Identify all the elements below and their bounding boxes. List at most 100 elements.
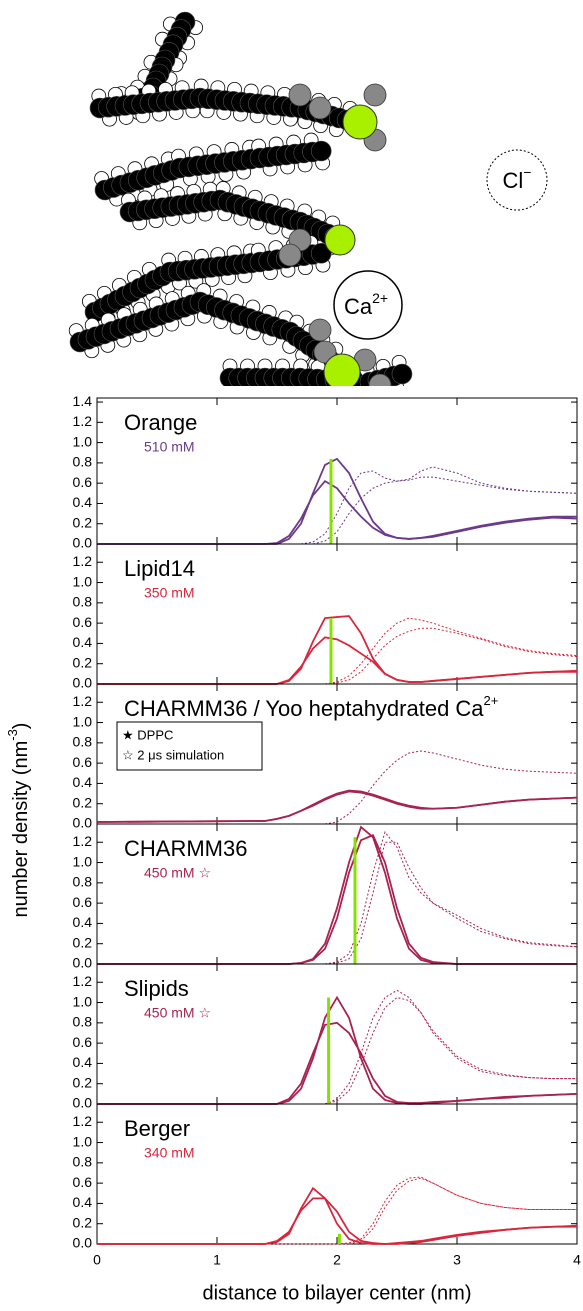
x-tick-label: 3	[453, 1252, 461, 1268]
carbon	[310, 242, 332, 264]
calcium-density-line	[96, 790, 578, 823]
carbon	[310, 140, 332, 162]
panel-subtitle: 450 mM ☆	[144, 1005, 211, 1021]
y-tick-label: 0.6	[73, 1174, 93, 1190]
title-text: Lipid14	[124, 556, 195, 581]
label-text: )	[10, 723, 32, 730]
chloride-label: Cl−	[503, 164, 532, 193]
y-tick-label: 1.2	[73, 553, 93, 569]
y-tick-label: 1.0	[73, 433, 93, 449]
y-tick-label: 1.2	[73, 833, 93, 849]
x-tick-label: 1	[213, 1252, 221, 1268]
y-tick-label: 0.4	[73, 494, 93, 510]
legend-box	[116, 721, 263, 771]
molecule-illustration	[68, 11, 413, 386]
calcium-density-line	[97, 1186, 577, 1245]
x-tick-label: 2	[333, 1252, 341, 1268]
y-tick-label: 0.2	[73, 794, 93, 810]
oxygen	[363, 83, 387, 107]
panel-subtitle: 350 mM	[144, 585, 195, 601]
y-tick-label: 1.2	[73, 973, 93, 989]
y-tick-label: 0.8	[73, 1154, 93, 1170]
y-tick-label: 0.0	[73, 675, 93, 691]
oxygen	[313, 340, 337, 364]
y-tick-label: 1.4	[73, 393, 93, 409]
y-tick-label: 0.2	[73, 1074, 93, 1090]
y-tick-label: 0.4	[73, 1054, 93, 1070]
y-tick-label: 1.0	[73, 713, 93, 729]
legend-entry: ☆ 2 μs simulation	[122, 747, 224, 762]
y-tick-label: 0.2	[73, 934, 93, 950]
phosphorus	[324, 224, 356, 256]
x-tick-label: 4	[573, 1252, 581, 1268]
calcium-density-line	[97, 457, 578, 545]
oxygen	[368, 373, 392, 386]
phosphorus	[323, 353, 361, 386]
y-tick-label: 0.4	[73, 914, 93, 930]
title-text: CHARMM36	[124, 836, 247, 861]
y-tick-label: 0.6	[73, 754, 93, 770]
title-text: Orange	[124, 410, 197, 435]
y-tick-label: 0.4	[73, 774, 93, 790]
y-tick-label: 0.2	[73, 514, 93, 530]
y-tick-label: 0.2	[73, 1214, 93, 1230]
y-tick-label: 0.8	[73, 734, 93, 750]
label-text: number density (nm	[10, 741, 32, 918]
y-tick-label: 1.2	[73, 693, 93, 709]
hydrogen	[376, 384, 386, 386]
y-tick-label: 0.0	[73, 815, 93, 831]
chloride-density-line	[97, 476, 578, 545]
y-tick-label: 1.2	[73, 1113, 93, 1129]
chloride-density-line	[97, 1177, 577, 1245]
y-tick-label: 1.0	[73, 1133, 93, 1149]
y-tick-label: 1.2	[73, 413, 93, 429]
y-tick-label: 0.6	[73, 474, 93, 490]
calcium-ion	[333, 270, 403, 340]
calcium-density-line	[97, 1197, 578, 1245]
y-tick-label: 0.0	[73, 955, 93, 971]
title-text: Slipids	[124, 976, 189, 1001]
y-tick-label: 0.8	[73, 874, 93, 890]
ion-charge: 2+	[372, 290, 388, 306]
label-sup: -3	[5, 729, 20, 741]
panel-title: Lipid14	[124, 556, 195, 581]
panel-title: CHARMM36 / Yoo heptahydrated Ca2+	[124, 693, 498, 720]
panel-title: Slipids	[124, 976, 189, 1001]
oxygen	[278, 243, 302, 267]
ion-symbol: Ca	[344, 294, 373, 319]
y-tick-label: 0.0	[73, 1095, 93, 1111]
panel-title: Orange	[124, 410, 197, 435]
y-axis-label: number density (nm-3)	[5, 723, 32, 918]
y-tick-label: 0.8	[73, 1014, 93, 1030]
panel-subtitle: 340 mM	[144, 1145, 195, 1161]
hydrogen	[339, 385, 347, 386]
oxygen	[288, 83, 312, 107]
y-tick-label: 0.4	[73, 634, 93, 650]
calcium-density-line	[97, 615, 577, 685]
y-tick-label: 0.0	[73, 1235, 93, 1251]
legend-entry: ★ DPPC	[122, 727, 173, 742]
ion-charge: −	[523, 164, 531, 180]
y-tick-label: 1.0	[73, 993, 93, 1009]
x-tick-label: 0	[93, 1252, 101, 1268]
y-tick-label: 1.0	[73, 853, 93, 869]
y-tick-label: 0.4	[73, 1194, 93, 1210]
calcium-density-line	[97, 636, 578, 685]
y-tick-label: 0.0	[73, 535, 93, 551]
panel-title: CHARMM36	[124, 836, 247, 861]
chloride-density-line	[97, 466, 578, 545]
panel-subtitle: 510 mM	[144, 439, 195, 455]
carbon	[391, 363, 413, 385]
title-text: Berger	[124, 1116, 190, 1141]
ion-symbol: Cl	[503, 168, 524, 193]
y-tick-label: 0.8	[73, 454, 93, 470]
y-tick-label: 0.8	[73, 594, 93, 610]
calcium-density-line	[97, 479, 577, 545]
hydrogen	[320, 384, 331, 386]
x-axis-label: distance to bilayer center (nm)	[202, 1282, 471, 1304]
panel-title: Berger	[124, 1116, 190, 1141]
oxygen	[308, 96, 332, 120]
y-tick-label: 0.6	[73, 894, 93, 910]
